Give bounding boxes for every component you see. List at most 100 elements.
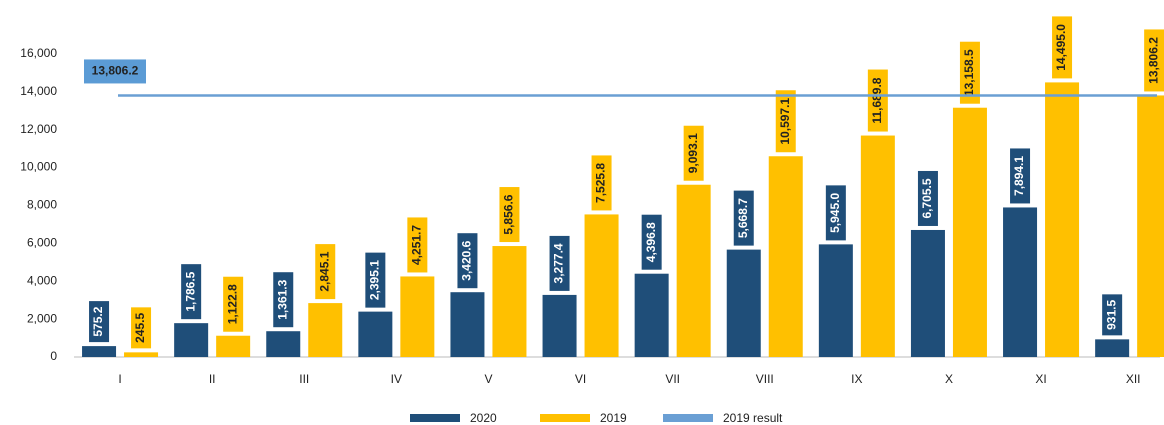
value-label-box [499,187,520,243]
legend-swatch [410,414,460,422]
bar [266,331,301,357]
value-label: 931.5 [1104,300,1118,330]
value-label: 11,689.8 [870,77,884,123]
value-label: 4,396.8 [644,222,658,262]
legend-swatch [540,414,590,422]
y-tick-label: 6,000 [27,236,57,250]
value-label: 14,495.0 [1054,24,1068,71]
value-label-box [591,155,612,211]
value-label-box [457,233,478,289]
value-label: 575.2 [91,306,105,336]
bar [174,323,209,357]
y-tick-label: 2,000 [27,311,57,325]
y-tick-label: 12,000 [20,122,57,136]
y-tick-label: 4,000 [27,273,57,287]
value-label: 3,277.4 [552,243,566,283]
value-label-box [1010,148,1031,204]
value-label: 9,093.1 [686,133,700,173]
value-label: 2,845.1 [317,251,331,291]
value-label-box [84,59,146,84]
bar [860,135,895,357]
bar [216,335,251,357]
value-label: 1,361.3 [275,279,289,319]
value-label-box [89,301,110,343]
bar [308,303,343,357]
bar [1137,95,1164,357]
value-label: 6,705.5 [920,178,934,218]
value-label-box [131,307,152,349]
x-tick-label: XII [1126,372,1141,386]
x-tick-label: IX [851,372,862,386]
value-label-box [917,170,938,226]
bar [726,249,761,357]
bar [400,276,435,357]
value-label: 7,894.1 [1012,156,1026,196]
x-tick-label: II [209,372,216,386]
bar [1045,82,1080,358]
x-tick-label: III [299,372,309,386]
value-label-box [775,90,796,153]
bar [82,346,117,357]
value-label: 245.5 [133,313,147,343]
legend-swatch [663,414,713,422]
x-tick-label: XI [1035,372,1046,386]
x-tick-label: IV [391,372,402,386]
value-label-box [1052,16,1073,79]
value-label: 1,122.8 [225,284,239,324]
legend-label: 2019 result [723,411,783,425]
bar [124,352,159,357]
bar [358,311,393,357]
value-label: 13,806.2 [92,64,139,78]
value-label: 5,945.0 [828,193,842,233]
y-tick-label: 10,000 [20,160,57,174]
y-tick-label: 8,000 [27,198,57,212]
value-label: 2,395.1 [368,260,382,300]
value-label-box [1102,294,1123,336]
value-label: 5,668.7 [736,198,750,238]
bar [634,273,669,357]
bar [1095,339,1130,357]
value-label-box [549,235,570,291]
value-label-box [867,69,888,132]
x-tick-label: VII [665,372,680,386]
y-tick-label: 14,000 [20,84,57,98]
legend-label: 2020 [470,411,497,425]
value-label: 5,856.6 [502,194,516,234]
value-label-box [1144,29,1164,92]
bar [542,294,577,357]
bar [450,292,485,357]
value-label-box [181,264,202,320]
value-label: 7,525.8 [594,163,608,203]
bar [768,156,803,357]
bar [952,107,987,357]
value-label: 3,420.6 [460,240,474,280]
value-label-box [733,190,754,246]
bar [910,229,945,357]
value-label-box [407,217,428,273]
value-label: 4,251.7 [410,225,424,265]
value-label-box [641,214,662,270]
x-tick-label: X [945,372,953,386]
x-tick-label: V [484,372,492,386]
x-tick-label: VI [575,372,586,386]
bar [818,244,853,357]
x-tick-label: I [118,372,121,386]
bar [584,214,619,357]
y-tick-label: 16,000 [20,46,57,60]
bar [676,184,711,357]
value-label-box [365,252,386,308]
value-label-box [959,41,980,104]
value-label-box [315,244,336,300]
bar [1003,207,1038,357]
value-label-box [683,125,704,181]
value-label: 13,158.5 [962,49,976,96]
legend-label: 2019 [600,411,627,425]
value-label: 13,806.2 [1146,37,1160,84]
value-label-box [273,272,294,328]
value-label: 1,786.5 [183,271,197,311]
value-label-box [223,276,244,332]
x-tick-label: VIII [756,372,774,386]
value-label: 10,597.1 [778,98,792,145]
y-tick-label: 0 [50,349,57,363]
